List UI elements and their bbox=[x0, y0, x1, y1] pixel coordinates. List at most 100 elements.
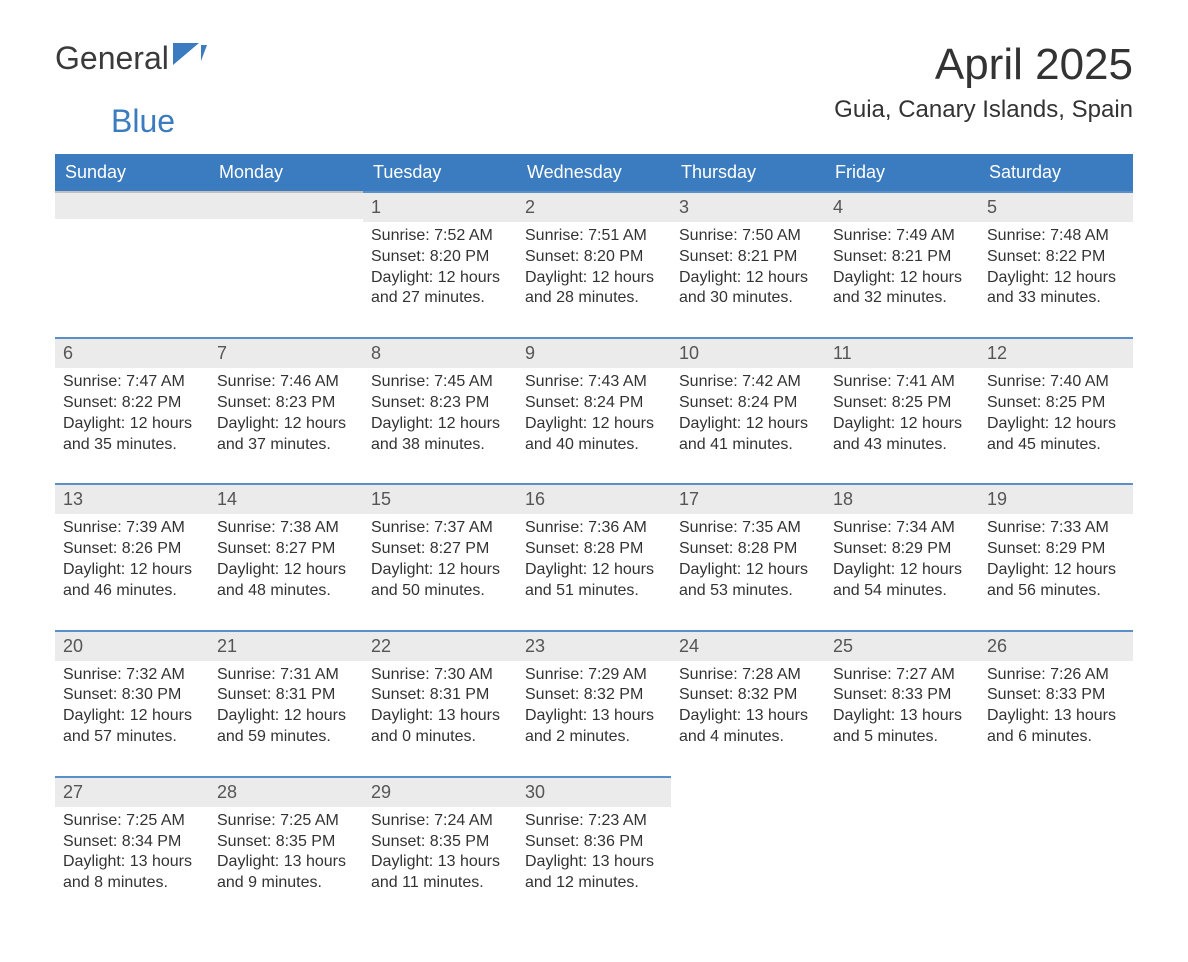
daylight-text-2: and 40 minutes. bbox=[525, 435, 663, 456]
day-number-cell: 16 bbox=[517, 483, 671, 514]
daylight-text-2: and 12 minutes. bbox=[525, 873, 663, 894]
day-details: Sunrise: 7:30 AMSunset: 8:31 PMDaylight:… bbox=[363, 661, 517, 776]
sunset-text: Sunset: 8:33 PM bbox=[833, 685, 971, 706]
day-content-cell: Sunrise: 7:25 AMSunset: 8:34 PMDaylight:… bbox=[55, 807, 209, 922]
sunset-text: Sunset: 8:29 PM bbox=[987, 539, 1125, 560]
daylight-text-2: and 0 minutes. bbox=[371, 727, 509, 748]
day-number-cell: 15 bbox=[363, 483, 517, 514]
daylight-text-1: Daylight: 12 hours bbox=[525, 560, 663, 581]
daylight-text-1: Daylight: 12 hours bbox=[833, 414, 971, 435]
week-content-row: Sunrise: 7:47 AMSunset: 8:22 PMDaylight:… bbox=[55, 368, 1133, 483]
daylight-text-1: Daylight: 12 hours bbox=[679, 560, 817, 581]
weekday-thursday: Thursday bbox=[671, 154, 825, 191]
daylight-text-2: and 53 minutes. bbox=[679, 581, 817, 602]
week-number-row: 27282930 bbox=[55, 776, 1133, 807]
week-content-row: Sunrise: 7:39 AMSunset: 8:26 PMDaylight:… bbox=[55, 514, 1133, 629]
sunrise-text: Sunrise: 7:25 AM bbox=[217, 811, 355, 832]
day-content-cell: Sunrise: 7:47 AMSunset: 8:22 PMDaylight:… bbox=[55, 368, 209, 483]
day-details: Sunrise: 7:48 AMSunset: 8:22 PMDaylight:… bbox=[979, 222, 1133, 337]
day-content-cell: Sunrise: 7:43 AMSunset: 8:24 PMDaylight:… bbox=[517, 368, 671, 483]
day-number: 10 bbox=[671, 337, 825, 368]
daylight-text-1: Daylight: 12 hours bbox=[217, 706, 355, 727]
day-number-cell bbox=[209, 191, 363, 222]
day-number-cell: 20 bbox=[55, 630, 209, 661]
sunrise-text: Sunrise: 7:26 AM bbox=[987, 665, 1125, 686]
day-number-cell: 28 bbox=[209, 776, 363, 807]
day-content-cell: Sunrise: 7:32 AMSunset: 8:30 PMDaylight:… bbox=[55, 661, 209, 776]
week-number-row: 12345 bbox=[55, 191, 1133, 222]
logo-text-general: General bbox=[55, 40, 169, 77]
day-number: 24 bbox=[671, 630, 825, 661]
sunset-text: Sunset: 8:29 PM bbox=[833, 539, 971, 560]
day-details: Sunrise: 7:31 AMSunset: 8:31 PMDaylight:… bbox=[209, 661, 363, 776]
sunrise-text: Sunrise: 7:33 AM bbox=[987, 518, 1125, 539]
daylight-text-2: and 51 minutes. bbox=[525, 581, 663, 602]
weekday-saturday: Saturday bbox=[979, 154, 1133, 191]
day-details: Sunrise: 7:39 AMSunset: 8:26 PMDaylight:… bbox=[55, 514, 209, 629]
day-number-cell: 27 bbox=[55, 776, 209, 807]
sunset-text: Sunset: 8:21 PM bbox=[679, 247, 817, 268]
logo-flag-icon bbox=[173, 40, 207, 77]
day-number: 8 bbox=[363, 337, 517, 368]
day-details: Sunrise: 7:36 AMSunset: 8:28 PMDaylight:… bbox=[517, 514, 671, 629]
day-number-cell: 29 bbox=[363, 776, 517, 807]
day-details: Sunrise: 7:25 AMSunset: 8:34 PMDaylight:… bbox=[55, 807, 209, 922]
day-number-cell: 24 bbox=[671, 630, 825, 661]
sunset-text: Sunset: 8:23 PM bbox=[371, 393, 509, 414]
calendar-table: Sunday Monday Tuesday Wednesday Thursday… bbox=[55, 154, 1133, 922]
sunrise-text: Sunrise: 7:45 AM bbox=[371, 372, 509, 393]
day-details: Sunrise: 7:37 AMSunset: 8:27 PMDaylight:… bbox=[363, 514, 517, 629]
day-number-cell bbox=[55, 191, 209, 222]
day-number-cell: 12 bbox=[979, 337, 1133, 368]
daylight-text-2: and 28 minutes. bbox=[525, 288, 663, 309]
day-content-cell: Sunrise: 7:46 AMSunset: 8:23 PMDaylight:… bbox=[209, 368, 363, 483]
sunrise-text: Sunrise: 7:36 AM bbox=[525, 518, 663, 539]
sunrise-text: Sunrise: 7:23 AM bbox=[525, 811, 663, 832]
day-details: Sunrise: 7:32 AMSunset: 8:30 PMDaylight:… bbox=[55, 661, 209, 776]
daylight-text-1: Daylight: 12 hours bbox=[371, 414, 509, 435]
sunset-text: Sunset: 8:35 PM bbox=[217, 832, 355, 853]
day-details: Sunrise: 7:49 AMSunset: 8:21 PMDaylight:… bbox=[825, 222, 979, 337]
weekday-friday: Friday bbox=[825, 154, 979, 191]
day-content-cell: Sunrise: 7:34 AMSunset: 8:29 PMDaylight:… bbox=[825, 514, 979, 629]
day-details: Sunrise: 7:27 AMSunset: 8:33 PMDaylight:… bbox=[825, 661, 979, 776]
sunset-text: Sunset: 8:25 PM bbox=[833, 393, 971, 414]
daylight-text-1: Daylight: 12 hours bbox=[679, 268, 817, 289]
day-details: Sunrise: 7:35 AMSunset: 8:28 PMDaylight:… bbox=[671, 514, 825, 629]
daylight-text-1: Daylight: 12 hours bbox=[63, 414, 201, 435]
daylight-text-1: Daylight: 13 hours bbox=[987, 706, 1125, 727]
daylight-text-1: Daylight: 12 hours bbox=[987, 268, 1125, 289]
logo-text-blue: Blue bbox=[111, 103, 175, 140]
day-content-cell: Sunrise: 7:23 AMSunset: 8:36 PMDaylight:… bbox=[517, 807, 671, 922]
sunset-text: Sunset: 8:28 PM bbox=[525, 539, 663, 560]
weekday-wednesday: Wednesday bbox=[517, 154, 671, 191]
day-content-cell: Sunrise: 7:48 AMSunset: 8:22 PMDaylight:… bbox=[979, 222, 1133, 337]
day-content-cell: Sunrise: 7:42 AMSunset: 8:24 PMDaylight:… bbox=[671, 368, 825, 483]
daylight-text-2: and 48 minutes. bbox=[217, 581, 355, 602]
day-content-cell bbox=[825, 807, 979, 922]
location-subtitle: Guia, Canary Islands, Spain bbox=[834, 96, 1133, 124]
sunrise-text: Sunrise: 7:40 AM bbox=[987, 372, 1125, 393]
sunset-text: Sunset: 8:24 PM bbox=[525, 393, 663, 414]
day-content-cell: Sunrise: 7:35 AMSunset: 8:28 PMDaylight:… bbox=[671, 514, 825, 629]
sunset-text: Sunset: 8:20 PM bbox=[525, 247, 663, 268]
day-number-cell: 21 bbox=[209, 630, 363, 661]
sunrise-text: Sunrise: 7:28 AM bbox=[679, 665, 817, 686]
daylight-text-1: Daylight: 12 hours bbox=[217, 560, 355, 581]
sunset-text: Sunset: 8:31 PM bbox=[217, 685, 355, 706]
day-content-cell: Sunrise: 7:25 AMSunset: 8:35 PMDaylight:… bbox=[209, 807, 363, 922]
day-details: Sunrise: 7:23 AMSunset: 8:36 PMDaylight:… bbox=[517, 807, 671, 922]
day-content-cell: Sunrise: 7:49 AMSunset: 8:21 PMDaylight:… bbox=[825, 222, 979, 337]
day-number-cell: 26 bbox=[979, 630, 1133, 661]
day-content-cell bbox=[671, 807, 825, 922]
day-number: 14 bbox=[209, 483, 363, 514]
daylight-text-2: and 57 minutes. bbox=[63, 727, 201, 748]
sunrise-text: Sunrise: 7:46 AM bbox=[217, 372, 355, 393]
day-details: Sunrise: 7:41 AMSunset: 8:25 PMDaylight:… bbox=[825, 368, 979, 483]
daylight-text-1: Daylight: 13 hours bbox=[833, 706, 971, 727]
sunrise-text: Sunrise: 7:47 AM bbox=[63, 372, 201, 393]
day-number: 5 bbox=[979, 191, 1133, 222]
day-number: 22 bbox=[363, 630, 517, 661]
sunrise-text: Sunrise: 7:35 AM bbox=[679, 518, 817, 539]
sunrise-text: Sunrise: 7:50 AM bbox=[679, 226, 817, 247]
